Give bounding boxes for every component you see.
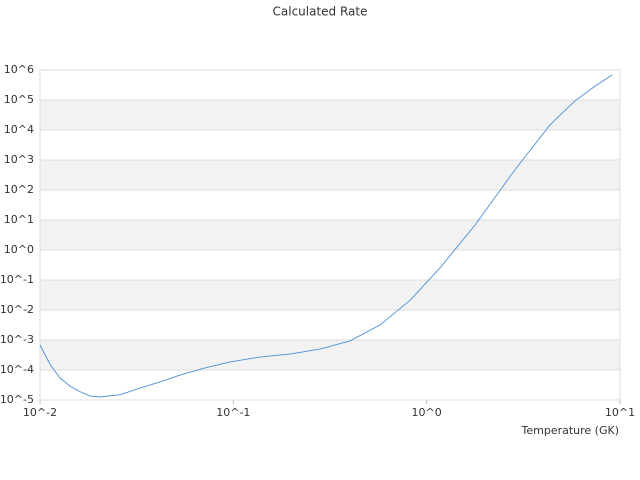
grid-band — [40, 220, 620, 250]
x-axis-label: Temperature (GK) — [521, 424, 620, 437]
line — [39, 74, 613, 398]
y-tick-label: 10^-2 — [0, 303, 34, 316]
y-tick-label: 10^3 — [4, 153, 34, 166]
y-tick-label: 10^-5 — [0, 393, 34, 406]
grid-band — [40, 160, 620, 190]
y-tick-label: 10^0 — [4, 243, 34, 256]
x-tick-label: 10^1 — [605, 406, 635, 419]
y-tick-label: 10^2 — [4, 183, 34, 196]
y-tick-label: 10^4 — [4, 123, 34, 136]
y-tick-label: 10^-1 — [0, 273, 34, 286]
x-tick-label: 10^0 — [412, 406, 442, 419]
grid-band — [40, 100, 620, 130]
y-tick-label: 10^6 — [4, 63, 34, 76]
x-tick-label: 10^-1 — [216, 406, 250, 419]
grid-band — [40, 340, 620, 370]
y-tick-label: 10^-4 — [0, 363, 34, 376]
y-tick-label: 10^5 — [4, 93, 34, 106]
plot-border — [39, 69, 621, 401]
chart-title: Calculated Rate — [273, 5, 368, 19]
grid-band — [40, 280, 620, 310]
y-tick-label: 10^1 — [4, 213, 34, 226]
x-tick-label: 10^-2 — [23, 406, 57, 419]
y-tick-label: 10^-3 — [0, 333, 34, 346]
